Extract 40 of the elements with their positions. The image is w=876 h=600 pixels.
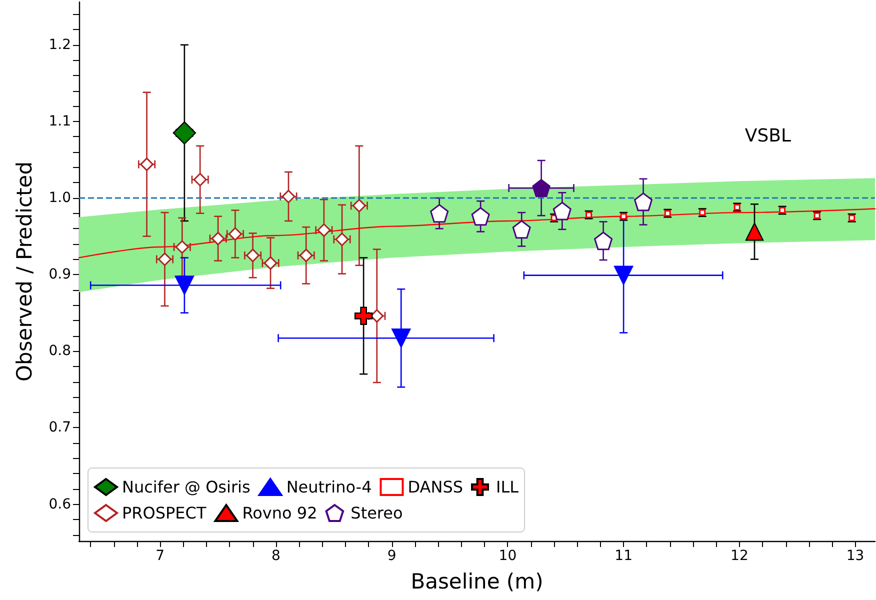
x-tick-label: 9: [387, 548, 396, 564]
x-tick-label: 12: [730, 548, 748, 564]
y-tick-label: 1.1: [48, 113, 71, 130]
x-tick-label: 8: [272, 548, 280, 564]
point: [172, 121, 196, 145]
y-tick-label: 0.6: [48, 496, 72, 512]
y-tick-label: 0.8: [48, 343, 71, 360]
legend-label: DANSS: [408, 478, 464, 496]
legend-label: ILL: [496, 478, 519, 496]
x-tick-label: 7: [156, 548, 165, 564]
legend-label: Rovno 92: [242, 504, 318, 522]
x-axis-title: Baseline (m): [410, 570, 544, 594]
point: [634, 192, 653, 212]
y-tick-label: 0.9: [48, 266, 71, 283]
point: [614, 266, 634, 285]
y-tick-label: 0.7: [48, 420, 71, 436]
legend-label: Stereo: [350, 504, 403, 522]
annotation: VSBL: [744, 126, 792, 146]
point: [512, 220, 531, 239]
point: [594, 232, 613, 250]
line-series: [78, 208, 876, 258]
legend-label: Neutrino-4: [286, 478, 372, 496]
point: [471, 207, 490, 226]
x-tick-label: 13: [846, 548, 864, 564]
x-tick-label: 11: [614, 548, 632, 564]
y-tick-label: 1.0: [48, 190, 71, 206]
legend-label: Nucifer @ Osiris: [122, 478, 250, 496]
point: [140, 158, 154, 172]
x-tick-label: 10: [498, 548, 517, 564]
point: [352, 198, 366, 212]
y-tick-label: 1.2: [48, 36, 71, 53]
point: [745, 222, 764, 241]
point: [392, 328, 411, 348]
point: [354, 306, 373, 326]
y-axis-title: Observed / Predicted: [12, 161, 36, 382]
point: [552, 202, 572, 220]
point: [430, 204, 449, 223]
point: [174, 276, 194, 295]
legend-label: PROSPECT: [122, 504, 206, 522]
point: [532, 178, 550, 198]
